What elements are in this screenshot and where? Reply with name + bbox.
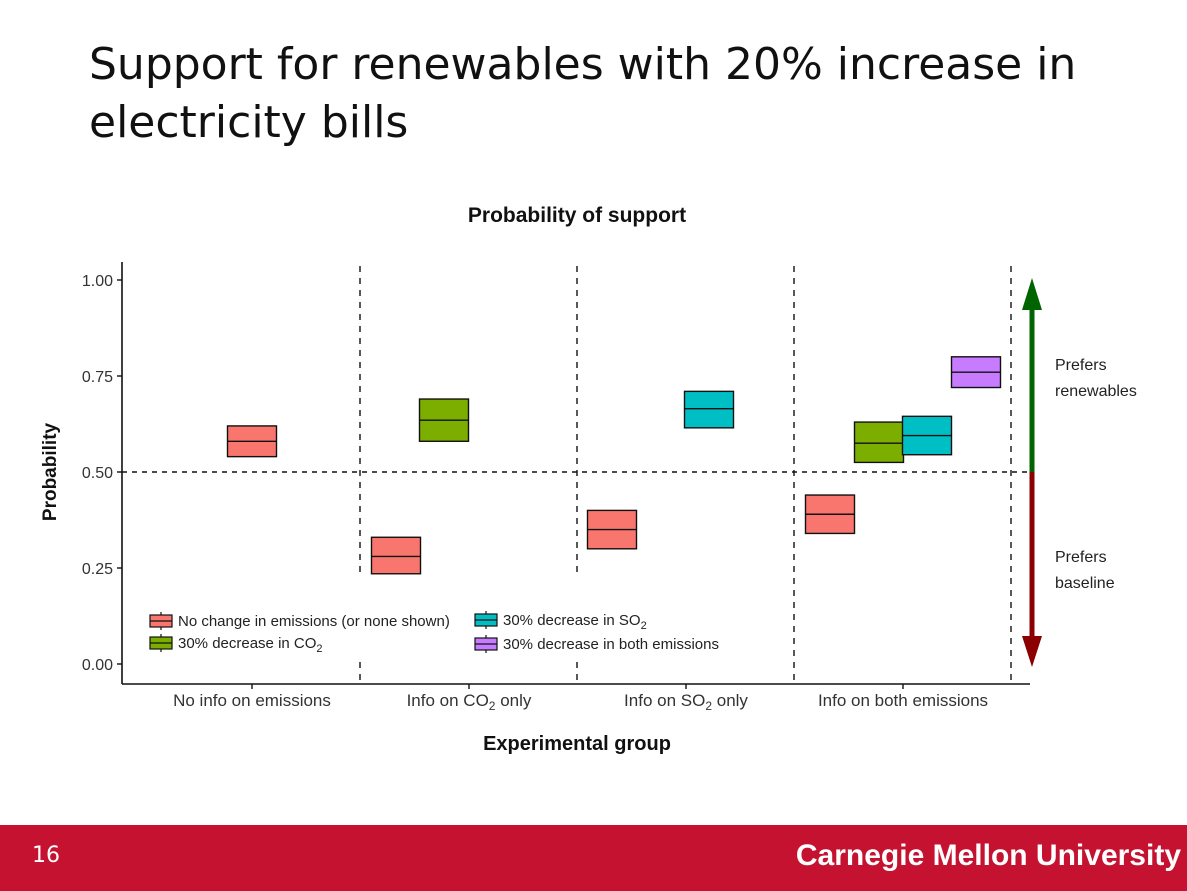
annotation-prefers-renewables: Prefers bbox=[1055, 357, 1107, 374]
slide-title: Support for renewables with 20% increase… bbox=[89, 39, 1077, 148]
y-tick-label: 0.25 bbox=[82, 561, 113, 578]
x-tick-label: Info on SO2 only bbox=[624, 691, 748, 713]
support-chart: Probability of support Probability Exper… bbox=[40, 204, 1137, 755]
x-tick-label: Info on CO2 only bbox=[407, 691, 532, 713]
arrow-down-icon bbox=[1022, 636, 1042, 667]
legend-label-so2: 30% decrease in SO2 bbox=[503, 612, 647, 632]
legend-label-co2: 30% decrease in CO2 bbox=[178, 635, 323, 655]
legend-label-none: No change in emissions (or none shown) bbox=[178, 613, 450, 630]
y-axis-label: Probability bbox=[40, 422, 61, 521]
legend-label-both: 30% decrease in both emissions bbox=[503, 636, 719, 653]
x-axis-label: Experimental group bbox=[483, 733, 671, 755]
annotation-prefers-renewables: renewables bbox=[1055, 383, 1137, 400]
crossbar-none bbox=[370, 536, 422, 575]
university-logo-text: Carnegie Mellon University bbox=[795, 839, 1181, 872]
annotation-prefers-baseline: baseline bbox=[1055, 575, 1115, 592]
crossbar-so2 bbox=[683, 390, 735, 429]
y-tick-label: 0.00 bbox=[82, 657, 113, 674]
chart-title: Probability of support bbox=[468, 204, 686, 227]
footer-bar: 16 Carnegie Mellon University bbox=[0, 825, 1187, 891]
arrow-up-icon bbox=[1022, 278, 1042, 310]
y-tick-label: 0.50 bbox=[82, 465, 113, 482]
y-tick-label: 1.00 bbox=[82, 273, 113, 290]
crossbar-co2 bbox=[853, 421, 905, 464]
page-number: 16 bbox=[32, 843, 60, 868]
x-tick-label: No info on emissions bbox=[173, 691, 331, 710]
x-tick-label: Info on both emissions bbox=[818, 691, 988, 710]
y-tick-label: 0.75 bbox=[82, 369, 113, 386]
annotation-prefers-baseline: Prefers bbox=[1055, 549, 1107, 566]
